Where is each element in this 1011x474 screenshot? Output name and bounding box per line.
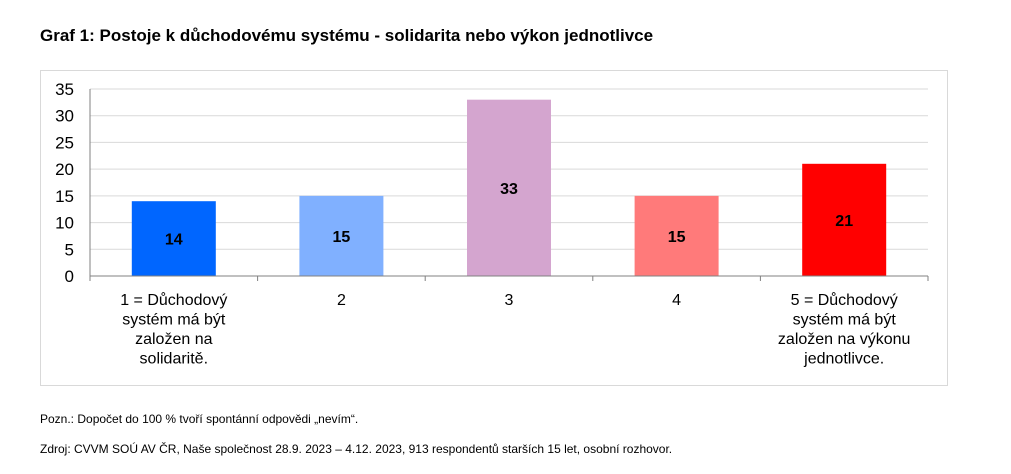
x-tick-label: 4 xyxy=(672,292,681,309)
y-tick-label: 20 xyxy=(55,160,74,179)
chart-title: Graf 1: Postoje k důchodovému systému - … xyxy=(40,26,654,45)
x-tick-label: 5 = Důchodový systém má být založen na výk… xyxy=(778,291,911,368)
bar xyxy=(131,201,216,276)
y-tick-label: 10 xyxy=(55,214,74,233)
data-label: 21 xyxy=(835,213,853,230)
y-tick-label: 35 xyxy=(55,80,74,99)
y-tick-label: 30 xyxy=(55,107,74,126)
y-tick-label: 25 xyxy=(55,133,74,152)
x-tick-label: 2 xyxy=(337,292,346,309)
bar xyxy=(467,99,551,276)
y-tick-label: 0 xyxy=(65,267,74,286)
x-tick-label: 3 xyxy=(505,292,514,309)
y-tick-label: 5 xyxy=(65,240,74,259)
x-tick-label: 1 = Důchodový systém má být založen na soli… xyxy=(120,291,227,368)
chart-frame xyxy=(40,70,948,386)
bar xyxy=(802,163,887,276)
bar-chart: 0 5 10 15 20 25 30 35 14 1 = Důchodový systém má b… xyxy=(55,80,929,368)
bar xyxy=(634,195,719,276)
data-label: 15 xyxy=(333,229,351,246)
data-label: 14 xyxy=(165,232,183,249)
bar xyxy=(299,195,384,276)
source-note: Zdroj: CVVM SOÚ AV ČR, Naše společnost 2… xyxy=(40,442,673,456)
footnote: Pozn.: Dopočet do 100 % tvoří spontánní … xyxy=(40,412,359,426)
y-tick-label: 15 xyxy=(55,187,74,206)
data-label: 33 xyxy=(500,181,518,198)
data-label: 15 xyxy=(668,229,686,246)
